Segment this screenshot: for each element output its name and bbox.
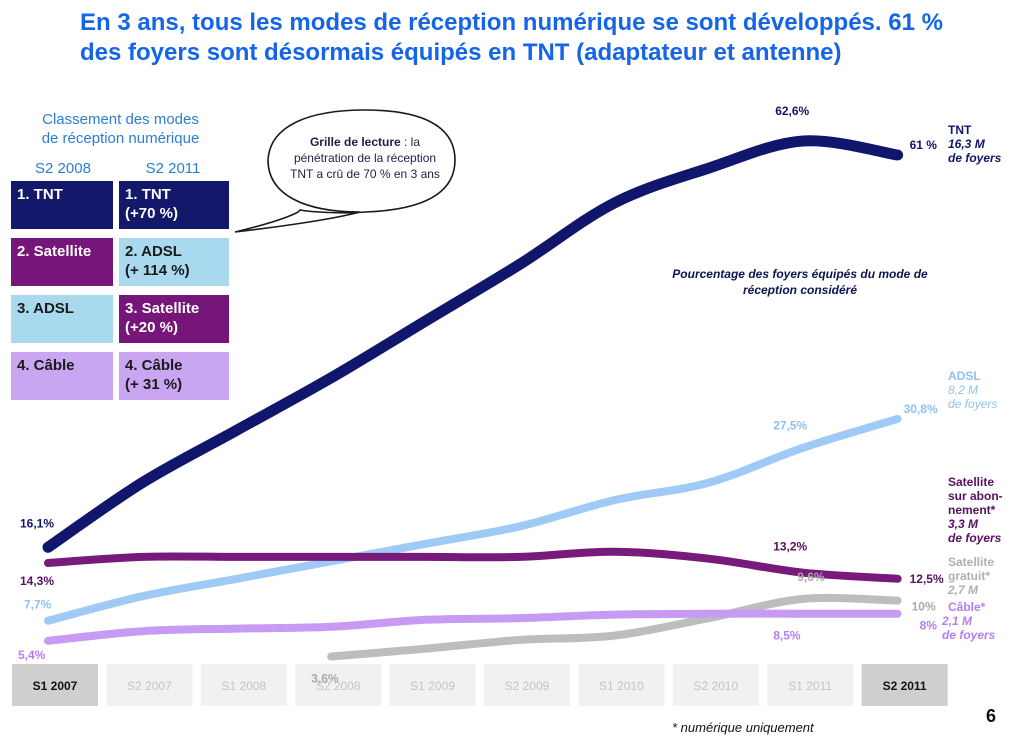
series-side-label: 3,3 M	[948, 517, 979, 531]
series-side-label: de foyers	[942, 628, 996, 642]
series-side-label: de foyers	[948, 397, 997, 411]
ranking-col-2011: S2 2011	[145, 160, 201, 177]
x-axis-label: S1 2010	[599, 679, 644, 693]
ranking-col-2008: S2 2008	[35, 160, 91, 177]
series-side-label: de foyers	[948, 531, 1002, 545]
series-side-label: Câble*	[948, 600, 986, 614]
callout-bold: Grille de lecture	[309, 135, 401, 149]
x-axis-category: S1 2011	[767, 664, 854, 706]
x-axis-category: S2 2007	[106, 664, 193, 706]
series-side-label: ADSL	[948, 369, 981, 383]
series-side-label: Satellite	[948, 475, 994, 489]
series-line-0	[42, 135, 904, 553]
series-line-1	[44, 414, 902, 625]
series-side-label: sur abon-	[948, 489, 1003, 503]
data-label: 16,1%	[20, 516, 54, 530]
x-axis-label: S1 2011	[788, 679, 832, 693]
x-axis-category: S2 2009	[484, 664, 570, 706]
series-side-label: 2,1 M	[941, 614, 973, 628]
series-side-label: gratuit*	[948, 569, 990, 583]
footnote: * numérique uniquement	[672, 720, 814, 735]
ranking-heading: Classement des modes de réception numéri…	[8, 110, 233, 148]
rank-2008-3: 3. ADSL	[10, 294, 114, 344]
callout-text: Grille de lecture : la pénétration de la…	[285, 134, 445, 182]
data-label: 7,7%	[24, 598, 52, 612]
x-axis-label: S2 2011	[883, 679, 927, 693]
x-axis-category: S2 2008	[295, 664, 382, 706]
data-label: 8,5%	[773, 629, 801, 643]
x-axis-label: S2 2010	[693, 679, 738, 693]
rank-2011-2: 2. ADSL (+ 114 %)	[118, 237, 230, 287]
x-axis-label: S2 2009	[505, 679, 550, 693]
data-label: 13,2%	[773, 540, 807, 554]
rank-2011-1: 1. TNT (+70 %)	[118, 180, 230, 230]
x-axis-label: S2 2008	[316, 679, 361, 693]
series-side-label: de foyers	[948, 151, 1002, 165]
x-axis-category: S1 2008	[200, 664, 287, 706]
data-label: 12,5%	[910, 572, 944, 586]
callout-bubble	[234, 109, 456, 233]
series-side-label: 16,3 M	[948, 137, 986, 151]
page-title: En 3 ans, tous les modes de réception nu…	[80, 9, 943, 66]
data-label: 3,6%	[311, 672, 339, 686]
rank-2008-4: 4. Câble	[10, 351, 114, 401]
series-side-label: 8,2 M	[948, 383, 978, 397]
x-axis-label: S1 2009	[410, 679, 455, 693]
series-side-label: Satellite	[948, 555, 994, 569]
series-side-label: nement*	[948, 503, 996, 517]
data-label: 9,6%	[797, 570, 825, 584]
rank-2011-4: 4. Câble (+ 31 %)	[118, 351, 230, 401]
x-axis-category: S2 2011	[861, 664, 948, 706]
x-axis-category: S2 2010	[672, 664, 759, 706]
x-axis-category: S1 2010	[578, 664, 665, 706]
rank-2008-2: 2. Satellite	[10, 237, 114, 287]
page-number: 6	[986, 706, 997, 726]
chart-note: Pourcentage des foyers équipés du mode d…	[672, 267, 928, 297]
ranking-heading-line1: Classement des modes	[42, 111, 199, 128]
x-axis-label: S1 2007	[33, 679, 78, 693]
data-label: 14,3%	[20, 574, 54, 588]
data-label: 10%	[912, 600, 936, 614]
x-axis-category: S1 2009	[389, 664, 476, 706]
x-axis-label: S1 2008	[221, 679, 266, 693]
data-label: 62,6%	[775, 104, 809, 118]
series-line-2	[44, 547, 902, 583]
ranking-heading-line2: de réception numérique	[41, 130, 200, 147]
data-label: 5,4%	[18, 648, 46, 662]
data-label: 61 %	[910, 138, 938, 152]
data-label: 8%	[920, 619, 938, 633]
rank-2008-1: 1. TNT	[10, 180, 114, 230]
series-line-3	[327, 593, 902, 661]
series-side-label: TNT	[948, 123, 972, 137]
series-line-4	[44, 609, 902, 645]
x-axis-category: S1 2007	[12, 664, 98, 706]
data-label: 30,8%	[904, 402, 938, 416]
callout-rest: : la pénétration de la réception TNT a c…	[290, 135, 440, 181]
data-label: 27,5%	[773, 419, 807, 433]
series-side-label: 2,7 M	[947, 583, 979, 597]
rank-2011-3: 3. Satellite (+20 %)	[118, 294, 230, 344]
x-axis-label: S2 2007	[127, 679, 172, 693]
